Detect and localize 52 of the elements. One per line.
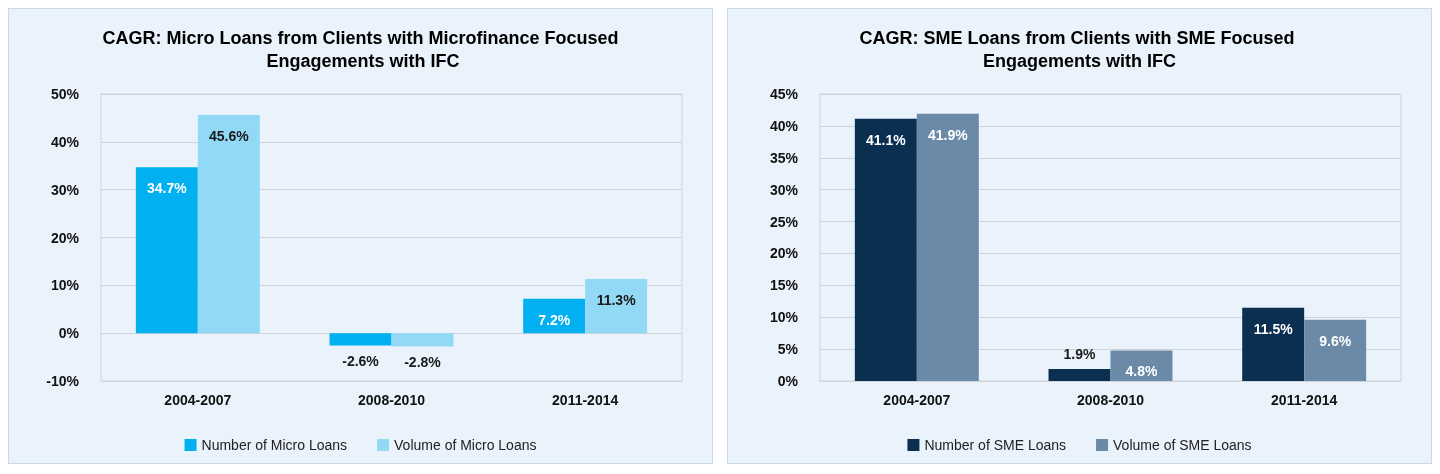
legend-label: Volume of Micro Loans (394, 437, 537, 453)
y-tick-label: 20% (769, 245, 799, 262)
data-label: -2.6% (342, 352, 380, 369)
data-label: 9.6% (1319, 332, 1352, 349)
data-label: 45.6% (208, 128, 250, 145)
bar (135, 167, 198, 334)
y-tick-label: 10% (769, 309, 799, 326)
chart-title: CAGR: SME Loans from Clients with SME Focused Engagements with IFC (859, 27, 1300, 71)
x-tick-label: 2008-2010 (1077, 392, 1145, 408)
y-tick-label: 25% (769, 213, 799, 230)
bar (1048, 368, 1111, 381)
y-tick-label: 20% (50, 229, 80, 246)
bar (391, 333, 454, 347)
chart-title: CAGR: Micro Loans from Clients with Microfinance Focused Engagements with IFC (102, 27, 619, 71)
legend-label: Number of SME Loans (924, 437, 1067, 453)
data-label: -2.8% (404, 353, 442, 370)
legend-label: Number of Micro Loans (201, 437, 348, 453)
bar (523, 298, 586, 334)
bar (329, 333, 392, 346)
y-tick-label: 40% (769, 117, 799, 134)
x-tick-label: 2011-2014 (1271, 392, 1338, 408)
y-tick-label: -10% (46, 373, 80, 389)
data-label: 11.5% (1253, 320, 1294, 337)
y-tick-label: 35% (769, 149, 799, 166)
x-tick-label: 2008-2010 (358, 392, 426, 408)
bar (197, 115, 260, 334)
data-label: 4.8% (1125, 363, 1158, 380)
y-tick-label: 50% (50, 86, 80, 102)
data-label: 1.9% (1063, 345, 1097, 362)
y-tick-label: 10% (50, 277, 80, 294)
y-tick-label: 30% (769, 181, 799, 198)
y-tick-label: 40% (50, 133, 80, 150)
x-tick-label: 2004-2007 (883, 392, 951, 408)
x-tick-label: 2004-2007 (164, 392, 232, 408)
bar (585, 279, 648, 334)
y-tick-label: 15% (769, 277, 799, 294)
x-tick-label: 2011-2014 (552, 392, 619, 408)
bar (916, 113, 979, 381)
y-tick-label: 0% (777, 373, 799, 389)
data-label: 41.9% (927, 126, 969, 143)
bar (1242, 307, 1305, 381)
y-tick-label: 45% (769, 86, 799, 102)
y-tick-label: 5% (777, 341, 799, 358)
bar (1304, 319, 1367, 381)
legend-label: Volume of SME Loans (1113, 437, 1252, 453)
bar (854, 118, 917, 381)
y-tick-label: 0% (58, 325, 80, 342)
data-label: 7.2% (538, 311, 571, 328)
data-label: 11.3% (596, 292, 637, 309)
data-label: 41.1% (866, 131, 907, 148)
data-label: 34.7% (147, 180, 188, 197)
y-tick-label: 30% (50, 181, 80, 198)
